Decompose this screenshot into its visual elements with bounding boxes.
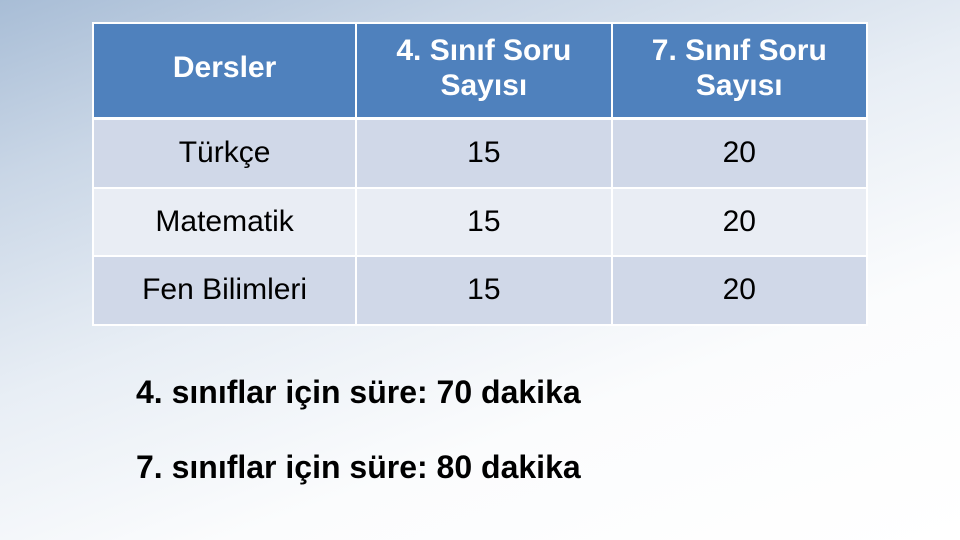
duration-notes: 4. sınıflar için süre: 70 dakika 7. sını…	[92, 374, 868, 486]
note-sinif4-duration: 4. sınıflar için süre: 70 dakika	[136, 374, 868, 411]
cell-sinif4: 15	[356, 188, 611, 257]
cell-sinif4: 15	[356, 256, 611, 325]
table-row: Fen Bilimleri 15 20	[93, 256, 867, 325]
cell-ders: Fen Bilimleri	[93, 256, 356, 325]
note-sinif7-duration: 7. sınıflar için süre: 80 dakika	[136, 449, 868, 486]
table-row: Türkçe 15 20	[93, 119, 867, 188]
table-header-row: Dersler 4. Sınıf Soru Sayısı 7. Sınıf So…	[93, 23, 867, 119]
table-row: Matematik 15 20	[93, 188, 867, 257]
cell-sinif7: 20	[612, 119, 867, 188]
col-header-sinif7: 7. Sınıf Soru Sayısı	[612, 23, 867, 119]
cell-ders: Matematik	[93, 188, 356, 257]
cell-ders: Türkçe	[93, 119, 356, 188]
col-header-dersler: Dersler	[93, 23, 356, 119]
col-header-sinif4: 4. Sınıf Soru Sayısı	[356, 23, 611, 119]
cell-sinif7: 20	[612, 188, 867, 257]
cell-sinif7: 20	[612, 256, 867, 325]
question-count-table: Dersler 4. Sınıf Soru Sayısı 7. Sınıf So…	[92, 22, 868, 326]
cell-sinif4: 15	[356, 119, 611, 188]
